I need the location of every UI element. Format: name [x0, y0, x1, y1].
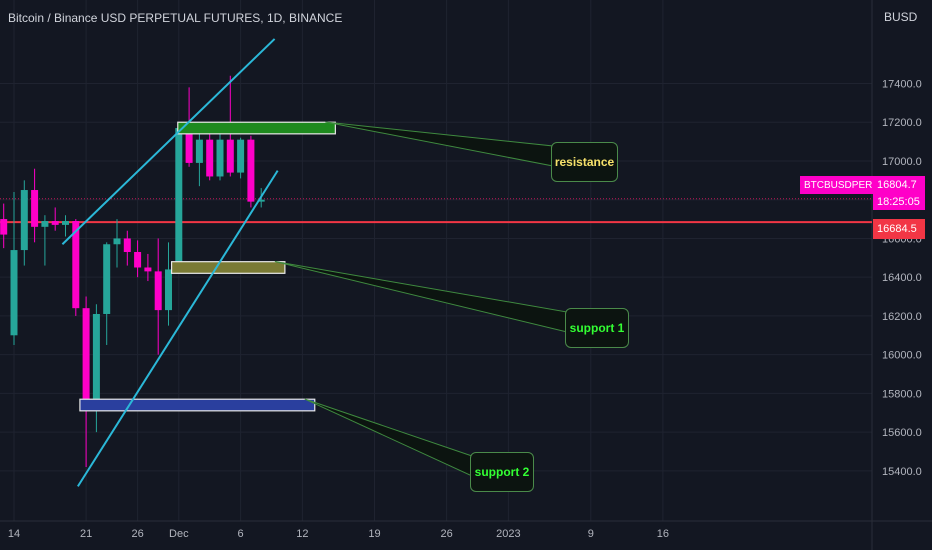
candle-body-18[interactable] [185, 128, 193, 163]
resistance-zone[interactable] [177, 121, 336, 135]
candle-body-13[interactable] [134, 252, 142, 268]
resistance-annotation-text: resistance [554, 155, 615, 169]
support1-annotation-text: support 1 [569, 321, 625, 335]
last-price-tag: 16804.7 [873, 176, 925, 194]
y-tick-label-10: 15400.0 [882, 466, 922, 478]
candle-body-17[interactable] [175, 128, 183, 270]
candle-body-4[interactable] [41, 221, 49, 227]
candle-body-12[interactable] [123, 238, 131, 253]
support2-annotation-text: support 2 [474, 465, 530, 479]
candle-body-19[interactable] [195, 139, 203, 163]
support1-annotation[interactable]: support 1 [565, 308, 629, 348]
currency-label: BUSD [884, 10, 918, 24]
y-tick-label-9: 15600.0 [882, 427, 922, 439]
x-tick-label-0: 14 [8, 528, 20, 540]
y-tick-label-6: 16200.0 [882, 311, 922, 323]
resistance-annotation[interactable]: resistance [551, 142, 618, 182]
y-tick-label-7: 16000.0 [882, 350, 922, 362]
x-tick-label-7: 26 [440, 528, 452, 540]
support1-callout-pointer [274, 261, 568, 333]
x-tick-label-2: 26 [131, 528, 143, 540]
x-tick-label-3: Dec [169, 528, 189, 540]
x-tick-label-9: 9 [588, 528, 594, 540]
red-line-price-tag: 16684.5 [873, 219, 925, 239]
candle-body-1[interactable] [10, 250, 18, 336]
candle-body-15[interactable] [154, 271, 162, 311]
candle-body-2[interactable] [20, 190, 28, 251]
y-tick-label-0: 17400.0 [882, 78, 922, 90]
candle-body-21[interactable] [216, 139, 224, 177]
countdown-tag: 18:25:05 [873, 194, 925, 210]
x-tick-label-4: 6 [238, 528, 244, 540]
candle-body-25[interactable] [257, 199, 265, 202]
x-tick-label-1: 21 [80, 528, 92, 540]
chart-title: Bitcoin / Binance USD PERPETUAL FUTURES,… [8, 11, 343, 25]
x-tick-label-10: 16 [657, 528, 669, 540]
x-tick-label-5: 12 [296, 528, 308, 540]
y-tick-label-8: 15800.0 [882, 388, 922, 400]
candle-body-22[interactable] [226, 139, 234, 173]
candle-body-11[interactable] [113, 238, 121, 245]
candle-body-8[interactable] [82, 308, 90, 402]
candle-body-3[interactable] [31, 190, 39, 227]
symbol-tag: BTCBUSDPERP [800, 176, 884, 194]
candle-body-5[interactable] [51, 221, 59, 225]
candle-body-24[interactable] [247, 139, 255, 202]
candle-body-7[interactable] [72, 221, 80, 309]
candle-body-14[interactable] [144, 267, 152, 272]
support2-annotation[interactable]: support 2 [470, 452, 534, 492]
resistance-callout-pointer [325, 121, 554, 167]
candle-body-23[interactable] [237, 139, 245, 173]
y-tick-label-1: 17200.0 [882, 117, 922, 129]
x-tick-label-8: 2023 [496, 528, 520, 540]
x-tick-label-6: 19 [368, 528, 380, 540]
candle-body-9[interactable] [92, 313, 100, 402]
trendline-upper[interactable] [61, 38, 276, 245]
candle-body-0[interactable] [0, 219, 8, 235]
candle-body-20[interactable] [206, 139, 214, 177]
candle-body-10[interactable] [103, 244, 111, 314]
candle-body-6[interactable] [62, 221, 69, 225]
support2-zone[interactable] [79, 398, 316, 412]
candle-body-16[interactable] [165, 269, 172, 311]
y-tick-label-2: 17000.0 [882, 156, 922, 168]
support1-zone[interactable] [170, 261, 286, 274]
trendline-lower[interactable] [77, 170, 279, 487]
y-tick-label-5: 16400.0 [882, 272, 922, 284]
